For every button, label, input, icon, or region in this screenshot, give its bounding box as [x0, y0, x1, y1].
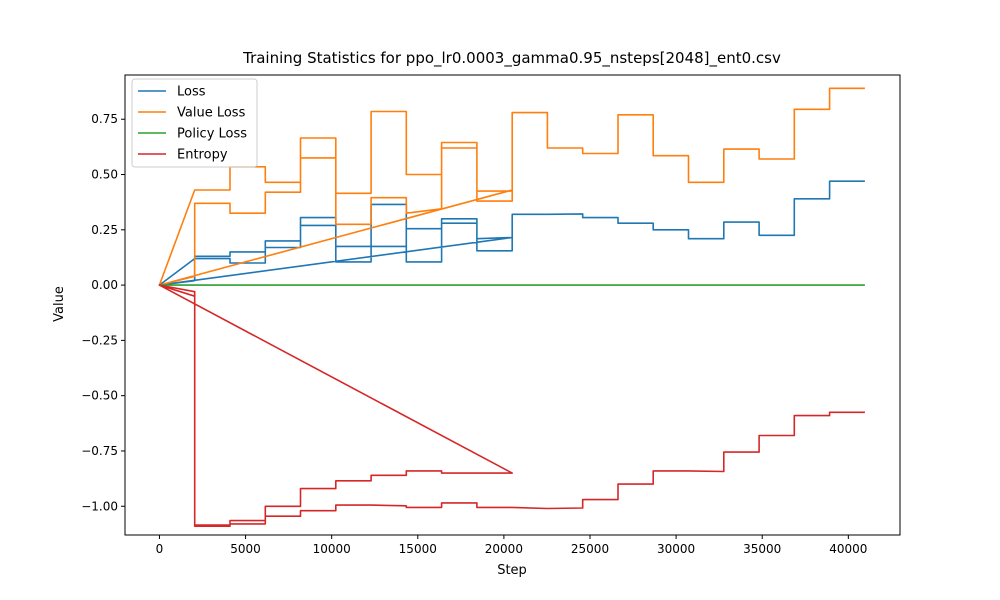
y-tick-label: 0.50 — [91, 168, 118, 182]
chart-title: Training Statistics for ppo_lr0.0003_gam… — [242, 49, 781, 68]
x-tick-label: 30000 — [657, 542, 695, 556]
x-axis: 0 5000 10000 15000 20000 25000 30000 35000 40000 — [156, 535, 867, 556]
y-tick-label: −1.00 — [81, 499, 118, 513]
y-tick-label: −0.50 — [81, 389, 118, 403]
legend-label-policy-loss: Policy Loss — [177, 127, 247, 142]
y-axis: −1.00 −0.75 −0.50 −0.25 0.00 0.25 0.50 0.75 — [81, 112, 125, 513]
x-tick-label: 15000 — [399, 542, 437, 556]
x-tick-label: 40000 — [829, 542, 867, 556]
x-tick-label: 20000 — [485, 542, 523, 556]
legend-label-loss: Loss — [177, 85, 206, 100]
legend: Loss Value Loss Policy Loss Entropy — [131, 78, 258, 168]
x-axis-title: Step — [497, 563, 527, 578]
series-line-value-loss — [158, 87, 865, 286]
y-tick-label: 0.75 — [91, 112, 118, 126]
legend-box — [131, 78, 258, 168]
y-tick-label: −0.25 — [81, 333, 118, 347]
x-tick-label: 35000 — [743, 542, 781, 556]
series-line-entropy — [158, 284, 865, 528]
legend-label-value-loss: Value Loss — [177, 106, 246, 121]
series-layer — [158, 87, 865, 528]
x-tick-label: 0 — [156, 542, 164, 556]
y-tick-label: −0.75 — [81, 444, 118, 458]
x-tick-label: 10000 — [313, 542, 351, 556]
y-tick-label: 0.25 — [91, 223, 118, 237]
legend-label-entropy: Entropy — [177, 148, 228, 163]
y-axis-title: Value — [52, 286, 67, 322]
series-line-loss — [158, 180, 865, 286]
x-tick-label: 25000 — [571, 542, 609, 556]
plot-frame — [124, 74, 901, 536]
x-tick-label: 5000 — [230, 542, 261, 556]
y-tick-label: 0.00 — [91, 278, 118, 292]
